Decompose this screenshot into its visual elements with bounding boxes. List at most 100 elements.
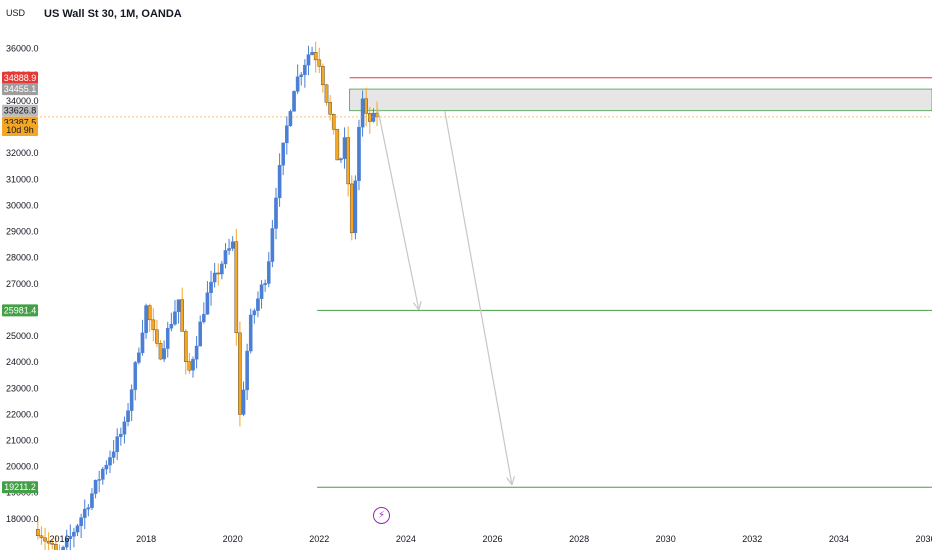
candle-body (274, 197, 278, 229)
candle-body (140, 332, 145, 354)
currency-unit-label: USD (6, 8, 26, 18)
price-tag-countdown (2, 123, 38, 136)
x-tick-label: 2028 (569, 534, 589, 544)
candle-body (321, 66, 325, 86)
candle-body (111, 451, 116, 458)
candle-body (86, 507, 91, 510)
candle-body (155, 329, 159, 344)
candle-body (137, 352, 141, 363)
candle-body (220, 263, 224, 275)
candle-body (288, 111, 293, 126)
x-axis: 2016 2018 2020 2022 2024 2026 2028 2030 2032 2034… (49, 534, 932, 544)
arrow-head (418, 301, 422, 311)
candle-body (241, 389, 246, 415)
candle-body (292, 91, 296, 112)
candle-body (75, 525, 80, 533)
price-tag-label: 19211.2 (4, 482, 36, 492)
price-tag-zone-bottom (2, 104, 38, 117)
price-tag-label: 25981.4 (4, 305, 37, 315)
candle-body (169, 323, 174, 329)
arrow-head (511, 476, 515, 486)
x-tick-label: 2026 (482, 534, 502, 544)
candle-body (194, 345, 199, 360)
projection-arrow-1[interactable] (377, 108, 420, 311)
candle-body (162, 348, 166, 360)
y-tick-label: 20000.0 (6, 462, 39, 472)
candle-body (104, 464, 109, 470)
y-tick-label: 32000.0 (6, 148, 39, 158)
candle-body (306, 54, 311, 66)
candle-body (328, 102, 332, 115)
candle-body (126, 410, 130, 422)
price-tag-zone-top (2, 83, 38, 96)
x-tick-label: 2036 (915, 534, 932, 544)
candle-body (353, 180, 358, 234)
candle-body (216, 272, 221, 275)
y-tick-label: 24000.0 (6, 357, 39, 367)
supply-zone[interactable] (349, 88, 932, 112)
candle-body (299, 74, 304, 77)
candle-body (227, 248, 231, 251)
x-tick-label: 2018 (136, 534, 156, 544)
candle-body (245, 350, 249, 391)
x-tick-label: 2034 (829, 534, 849, 544)
price-tag-resistance (2, 71, 38, 84)
candle-body (368, 113, 372, 122)
candle-body (212, 272, 217, 283)
candle-body (295, 76, 300, 92)
candle-body (223, 250, 228, 265)
candle-body (202, 314, 206, 323)
candle-body (303, 64, 307, 75)
y-tick-label: 22000.0 (6, 409, 39, 419)
candle-body (256, 298, 260, 311)
candle-body (180, 299, 184, 332)
candle-body (281, 142, 286, 166)
candle-body (50, 542, 55, 545)
chart-title: US Wall St 30, 1M, OANDA (44, 8, 182, 20)
candle-body (151, 319, 156, 331)
price-tag-label: 34888.9 (4, 73, 37, 83)
candle-body (39, 535, 44, 539)
candle-body (90, 493, 94, 508)
candle-body (129, 389, 134, 411)
zone-layer (349, 88, 932, 112)
candle-body (108, 457, 112, 466)
candle-body (64, 538, 69, 548)
y-tick-label: 27000.0 (6, 279, 39, 289)
candle-body (72, 531, 76, 537)
price-tag-label: 33626.8 (4, 106, 37, 116)
candle-body (277, 164, 282, 199)
candle-body (93, 480, 98, 494)
candle-body (335, 129, 340, 161)
candle-body (371, 112, 376, 122)
candle-body (252, 310, 257, 316)
price-tag-label: 33387.5 (4, 118, 37, 128)
candle-body (360, 98, 365, 128)
candle-body (248, 314, 253, 352)
candle-body (331, 114, 336, 130)
y-tick-label: 34000.0 (6, 96, 39, 106)
x-tick-label: 2016 (49, 534, 69, 544)
x-tick-label: 2030 (656, 534, 676, 544)
candle-body (165, 328, 170, 349)
candle-body (263, 283, 267, 285)
arrow-head (506, 477, 513, 486)
candle-body (342, 137, 347, 159)
lightning-icon[interactable]: ⚡ (373, 507, 390, 524)
candle-body (324, 84, 329, 103)
candle-body (173, 311, 177, 325)
projection-arrow-2[interactable] (444, 111, 513, 486)
candle-body (234, 241, 239, 334)
candle-body (285, 125, 289, 144)
x-tick-label: 2024 (396, 534, 416, 544)
y-tick-label: 18000.0 (6, 514, 39, 524)
candle-body (270, 228, 275, 262)
candle-body (313, 52, 318, 61)
x-tick-label: 2020 (223, 534, 243, 544)
y-tick-label: 28000.0 (6, 253, 39, 263)
candle-body (100, 468, 105, 480)
candle-body (191, 359, 195, 371)
candle-body (36, 529, 40, 537)
